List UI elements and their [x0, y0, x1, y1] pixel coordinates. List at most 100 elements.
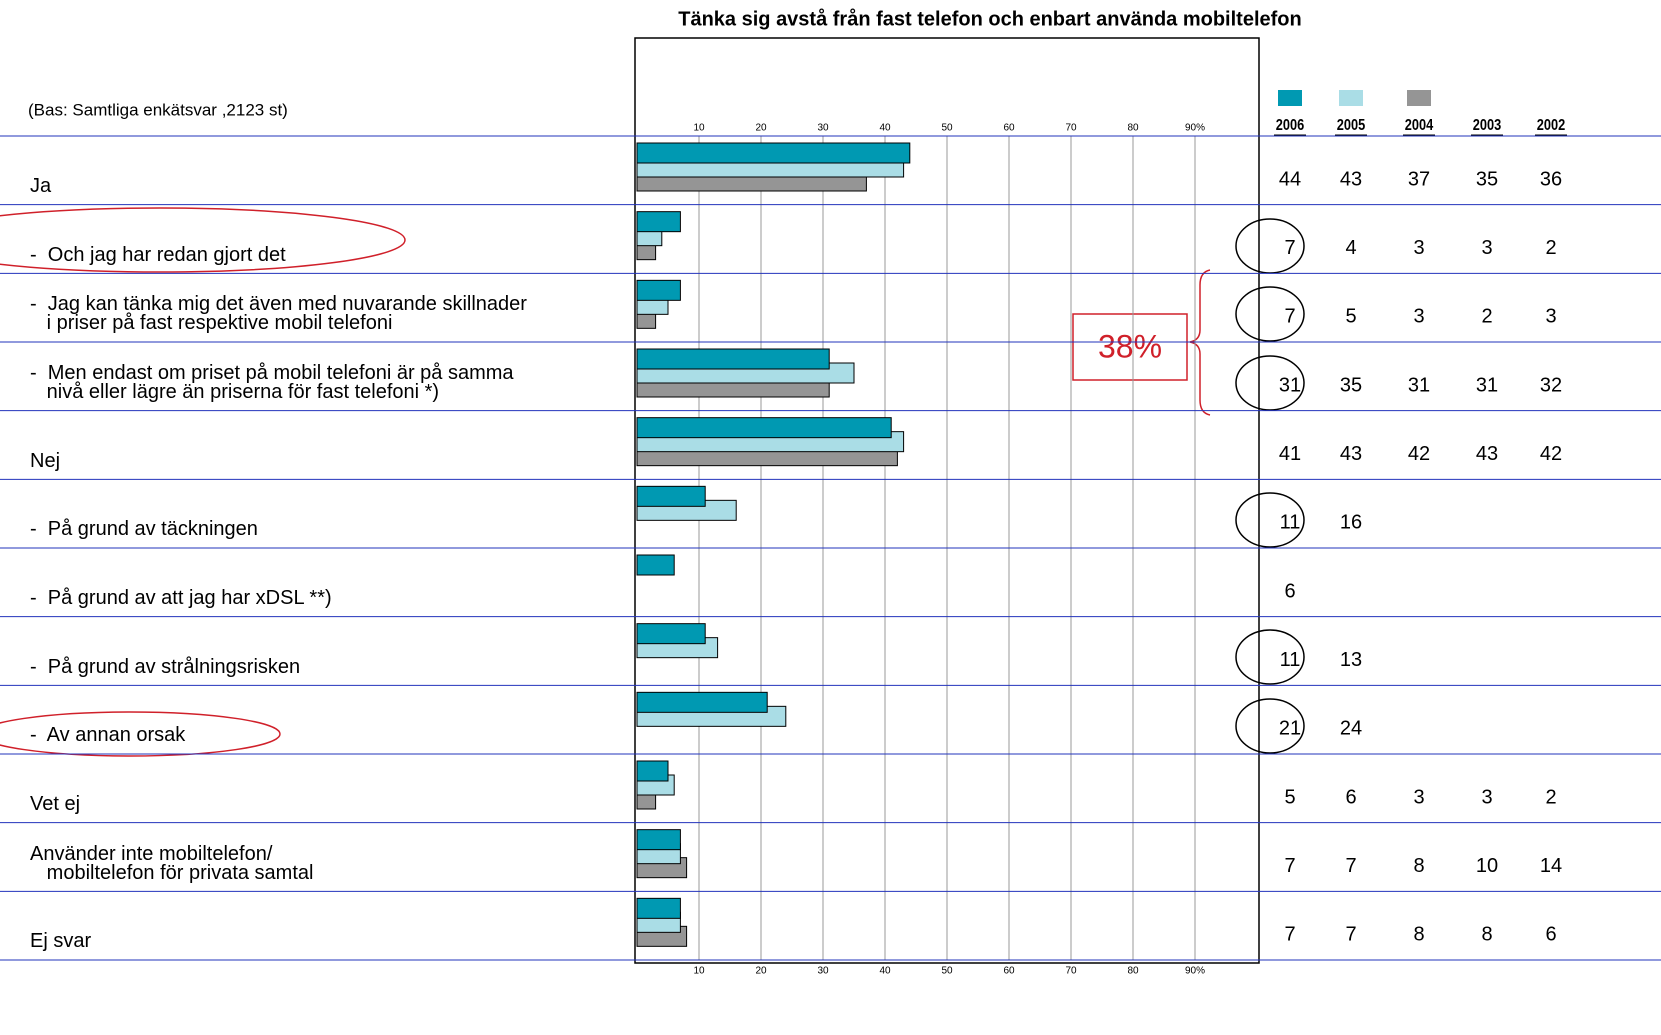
highlight-ellipses: [0, 207, 406, 757]
table-value: 7: [1284, 306, 1295, 328]
table-value: 8: [1413, 855, 1424, 877]
bar: [636, 897, 681, 919]
table-value: 3: [1481, 237, 1492, 259]
x-tick-label: 30: [817, 966, 829, 977]
bar: [636, 760, 669, 782]
table-value: 6: [1545, 924, 1556, 946]
sum-label: 38%: [1098, 328, 1162, 364]
row-label: - Av annan orsak: [30, 724, 186, 747]
row-label: Ej svar: [30, 930, 92, 953]
x-tick-label: 50: [941, 123, 953, 134]
table-value: 7: [1284, 237, 1295, 259]
table-value: 42: [1408, 443, 1430, 465]
row-label: - Och jag har redan gjort det: [30, 243, 286, 266]
table-value: 42: [1540, 443, 1562, 465]
table-value: 32: [1540, 374, 1562, 396]
table-value: 6: [1284, 580, 1295, 602]
table-value: 31: [1476, 374, 1498, 396]
table-value: 31: [1279, 374, 1301, 396]
row-label: Använder inte mobiltelefon/ mobiltelefon…: [30, 842, 314, 884]
x-tick-label: 90%: [1185, 966, 1205, 977]
base-note: (Bas: Samtliga enkätsvar ,2123 st): [28, 100, 288, 119]
table-value: 8: [1413, 924, 1424, 946]
legend-label: 2004: [1405, 117, 1433, 135]
bar: [636, 417, 892, 439]
table-value: 14: [1540, 855, 1562, 877]
sum-box: [1072, 313, 1188, 381]
table-value: 8: [1481, 924, 1492, 946]
x-tick-label: 60: [1003, 966, 1015, 977]
table-value: 5: [1345, 306, 1356, 328]
table-value: 3: [1481, 786, 1492, 808]
bar: [636, 623, 706, 645]
highlight-circles: [1235, 218, 1305, 754]
x-tick-label: 40: [879, 966, 891, 977]
table-value: 35: [1476, 168, 1498, 190]
table-value: 7: [1284, 924, 1295, 946]
row-label: - På grund av att jag har xDSL **): [30, 587, 332, 609]
table-value: 5: [1284, 786, 1295, 808]
table-value: 7: [1345, 855, 1356, 877]
table-value: 7: [1345, 924, 1356, 946]
x-tick-label: 20: [755, 123, 767, 134]
x-tick-label: 40: [879, 123, 891, 134]
x-tick-label: 70: [1065, 123, 1077, 134]
table-value: 10: [1476, 855, 1498, 877]
plot-frame: [634, 37, 1260, 964]
row-label: Nej: [30, 449, 61, 472]
x-tick-label: 10: [693, 123, 705, 134]
table-value: 21: [1279, 718, 1301, 740]
bar: [636, 554, 675, 576]
bar: [636, 142, 911, 164]
x-tick-label: 80: [1127, 966, 1139, 977]
table-value: 41: [1279, 443, 1301, 465]
table-value: 43: [1476, 443, 1498, 465]
x-tick-label: 50: [941, 966, 953, 977]
x-tick-label: 20: [755, 966, 767, 977]
table-value: 16: [1340, 512, 1362, 534]
table-value: 2: [1481, 306, 1492, 328]
table-value: 13: [1340, 649, 1362, 671]
bar: [636, 211, 681, 233]
row-label: - På grund av täckningen: [30, 518, 258, 541]
table-value: 31: [1408, 374, 1430, 396]
legend-label: 2003: [1473, 117, 1501, 135]
table-value: 3: [1413, 306, 1424, 328]
table-value: 11: [1280, 649, 1301, 671]
chart-title: Tänka sig avstå från fast telefon och en…: [678, 7, 1301, 30]
row-label: - Jag kan tänka mig det även med nuvaran…: [30, 293, 527, 335]
x-tick-label: 10: [693, 966, 705, 977]
legend-label: 2006: [1276, 117, 1304, 135]
row-label: Ja: [30, 175, 52, 197]
table-value: 3: [1413, 786, 1424, 808]
bar: [636, 485, 706, 507]
row-label: Vet ej: [30, 793, 81, 815]
table-value: 4: [1345, 237, 1356, 259]
table-value: 3: [1413, 237, 1424, 259]
bar: [636, 829, 681, 851]
table-value: 37: [1408, 168, 1430, 190]
x-tick-label: 70: [1065, 966, 1077, 977]
legend-swatch: [1407, 90, 1431, 106]
row-label: - Men endast om priset på mobil telefoni…: [30, 362, 514, 403]
x-tick-label: 90%: [1185, 123, 1205, 134]
legend-swatch: [1339, 90, 1363, 106]
x-tick-label: 80: [1127, 123, 1139, 134]
table-value: 43: [1340, 443, 1362, 465]
table-value: 3: [1545, 306, 1556, 328]
table-value: 36: [1540, 168, 1562, 190]
table-value: 11: [1280, 512, 1301, 534]
table-value: 44: [1279, 168, 1301, 190]
x-tick-label: 60: [1003, 123, 1015, 134]
table-value: 7: [1284, 855, 1295, 877]
legend-swatch: [1278, 90, 1302, 106]
bar: [636, 348, 830, 370]
row-label: - På grund av strålningsrisken: [30, 655, 301, 678]
table-value: 2: [1545, 237, 1556, 259]
bar: [636, 691, 768, 713]
bar: [636, 279, 681, 301]
table-value: 6: [1345, 786, 1356, 808]
table-value: 43: [1340, 168, 1362, 190]
